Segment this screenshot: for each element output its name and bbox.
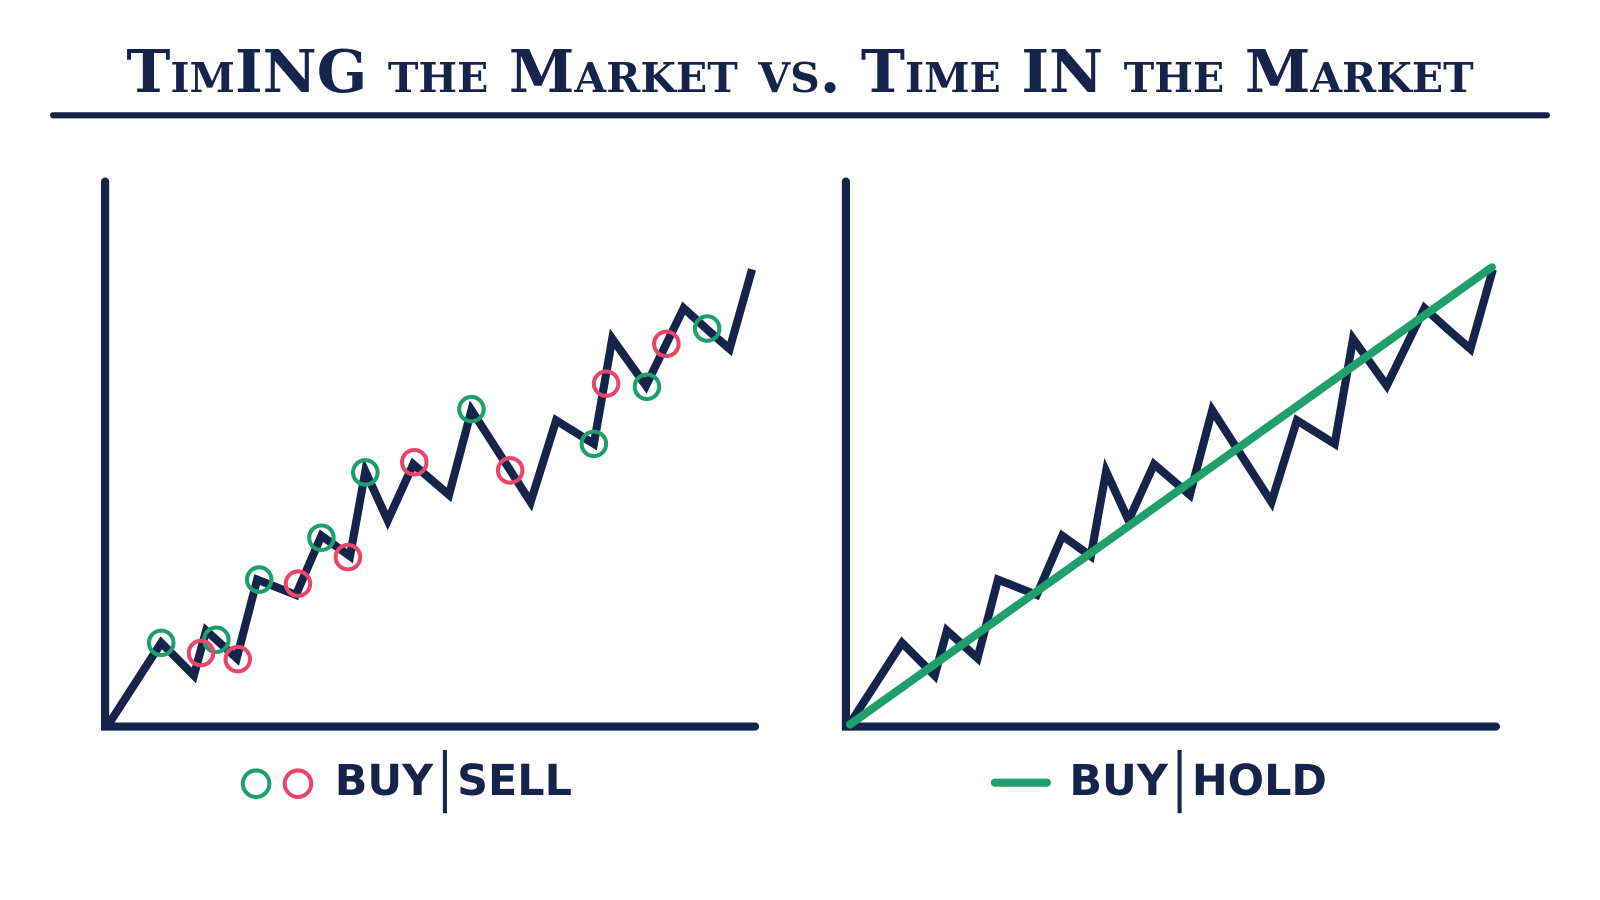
sell-points — [186, 329, 681, 674]
sell-point — [283, 569, 313, 598]
legend-buy-marker — [240, 768, 272, 799]
market-line — [844, 268, 1497, 729]
legend-label: SELL — [457, 756, 572, 806]
buy-point — [457, 394, 486, 424]
sell-point — [495, 456, 525, 485]
buy-point — [351, 458, 380, 487]
market-line — [103, 268, 756, 729]
legend-label: BUY — [1069, 756, 1168, 806]
sell-point — [591, 369, 621, 398]
buy-point — [244, 565, 274, 594]
sell-point — [400, 447, 429, 477]
buy-point — [579, 429, 609, 459]
buy-point — [146, 628, 176, 658]
sell-point — [186, 638, 216, 668]
axes — [841, 177, 1500, 731]
buy-point — [692, 314, 722, 343]
legend-label: BUY — [335, 756, 434, 806]
buy-point — [632, 372, 662, 402]
axes — [101, 177, 760, 731]
time-in-chart: BUY HOLD — [841, 177, 1500, 814]
buy-point — [307, 523, 336, 553]
legend-sell-marker — [282, 768, 314, 799]
sell-point — [333, 542, 363, 572]
hold-line — [845, 263, 1496, 729]
sell-point — [223, 644, 253, 674]
legend-label: HOLD — [1192, 756, 1327, 806]
sell-point — [652, 329, 681, 359]
title: TimING the Market vs. Time IN the Market — [126, 36, 1474, 106]
timing-chart: BUY SELL — [101, 177, 760, 814]
legend: BUY HOLD — [990, 750, 1327, 814]
legend: BUY SELL — [240, 750, 572, 814]
